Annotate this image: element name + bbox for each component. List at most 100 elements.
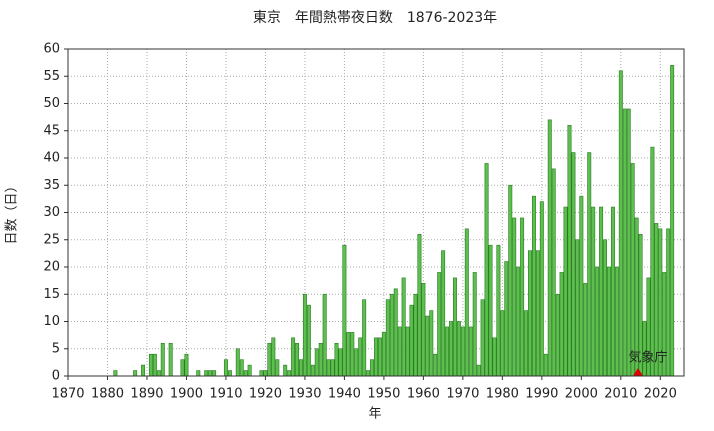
plot-frame [67,48,685,377]
bar [180,359,185,377]
bar [484,163,489,377]
bar [591,206,596,377]
bar [618,70,623,377]
y-tick-label: 30 [43,205,60,220]
bar [393,288,398,377]
bar [330,359,335,377]
bar [397,326,402,377]
bar [551,168,556,377]
bar [603,239,608,377]
bar [508,184,513,377]
x-tick-label: 1910 [209,387,242,402]
bar [547,119,552,377]
bar [148,353,153,377]
x-tick-label: 1920 [249,387,282,402]
bar [614,266,619,377]
bar [133,370,138,377]
bar [295,342,300,377]
y-tick-label: 40 [43,151,60,166]
bar [449,321,454,377]
bar [429,310,434,377]
bar [567,125,572,377]
x-tick-label: 2020 [644,387,677,402]
bar [610,206,615,377]
x-tick-label: 1960 [407,387,440,402]
bar [204,370,209,377]
annotation: 気象庁 [628,350,667,366]
bar [338,348,343,377]
bar [433,353,438,377]
bar [141,364,146,377]
bar [283,364,288,377]
bar [374,337,378,377]
y-axis-label: 日数（日） [5,179,20,244]
bar [531,195,536,377]
x-tick-label: 2010 [604,387,637,402]
y-tick-label: 45 [43,123,60,138]
y-tick-label: 60 [43,42,60,57]
bar [441,250,446,377]
bar [579,195,584,377]
bar [239,359,244,377]
bar [358,337,363,377]
bar [342,244,347,377]
bar [670,65,675,377]
bar [606,266,611,377]
bar [622,108,627,377]
bar [271,337,276,377]
bar [366,370,371,377]
bar [500,310,505,377]
agency-marker [633,368,643,376]
bar [287,370,292,377]
bar [291,337,296,377]
bar [227,370,232,377]
bar [385,299,390,377]
x-axis-label: 年 [368,407,381,422]
bar [318,342,323,377]
x-tick-label: 1890 [130,387,163,402]
bar [456,321,461,377]
bar [322,293,327,377]
y-tick-label: 25 [43,232,60,247]
bar [571,152,576,377]
bar [476,364,481,377]
bar [437,272,442,377]
bar [389,293,394,377]
bar [595,266,600,377]
bar [263,370,268,377]
x-tick-label: 1980 [486,387,519,402]
bar [496,244,501,377]
bar [212,370,217,377]
y-tick-label: 5 [52,341,60,356]
bar [630,163,635,377]
x-tick-label: 1970 [446,387,479,402]
bar [113,370,118,377]
bar [417,234,422,377]
bar [350,332,355,377]
bar [516,266,521,377]
bar [452,277,457,377]
y-tick-label: 15 [43,287,60,302]
x-tick-label: 1930 [288,387,321,402]
bar [208,370,213,377]
chart-title: 東京 年間熱帯夜日数 1876-2023年 [253,10,497,26]
bar [243,370,248,377]
bar [642,321,647,377]
bar [539,201,544,377]
y-tick-label: 55 [43,69,60,84]
y-tick-label: 20 [43,260,60,275]
bar [488,244,493,377]
bar [314,348,319,377]
bar [156,370,161,377]
y-tick-label: 0 [52,369,60,384]
bar [524,310,529,377]
bar [306,304,311,377]
bar [472,272,477,377]
x-tick-label: 1880 [91,387,124,402]
x-tick-label: 1870 [51,387,84,402]
bar [555,293,560,377]
bar [520,217,525,377]
bar [583,283,588,377]
bar [223,359,228,377]
